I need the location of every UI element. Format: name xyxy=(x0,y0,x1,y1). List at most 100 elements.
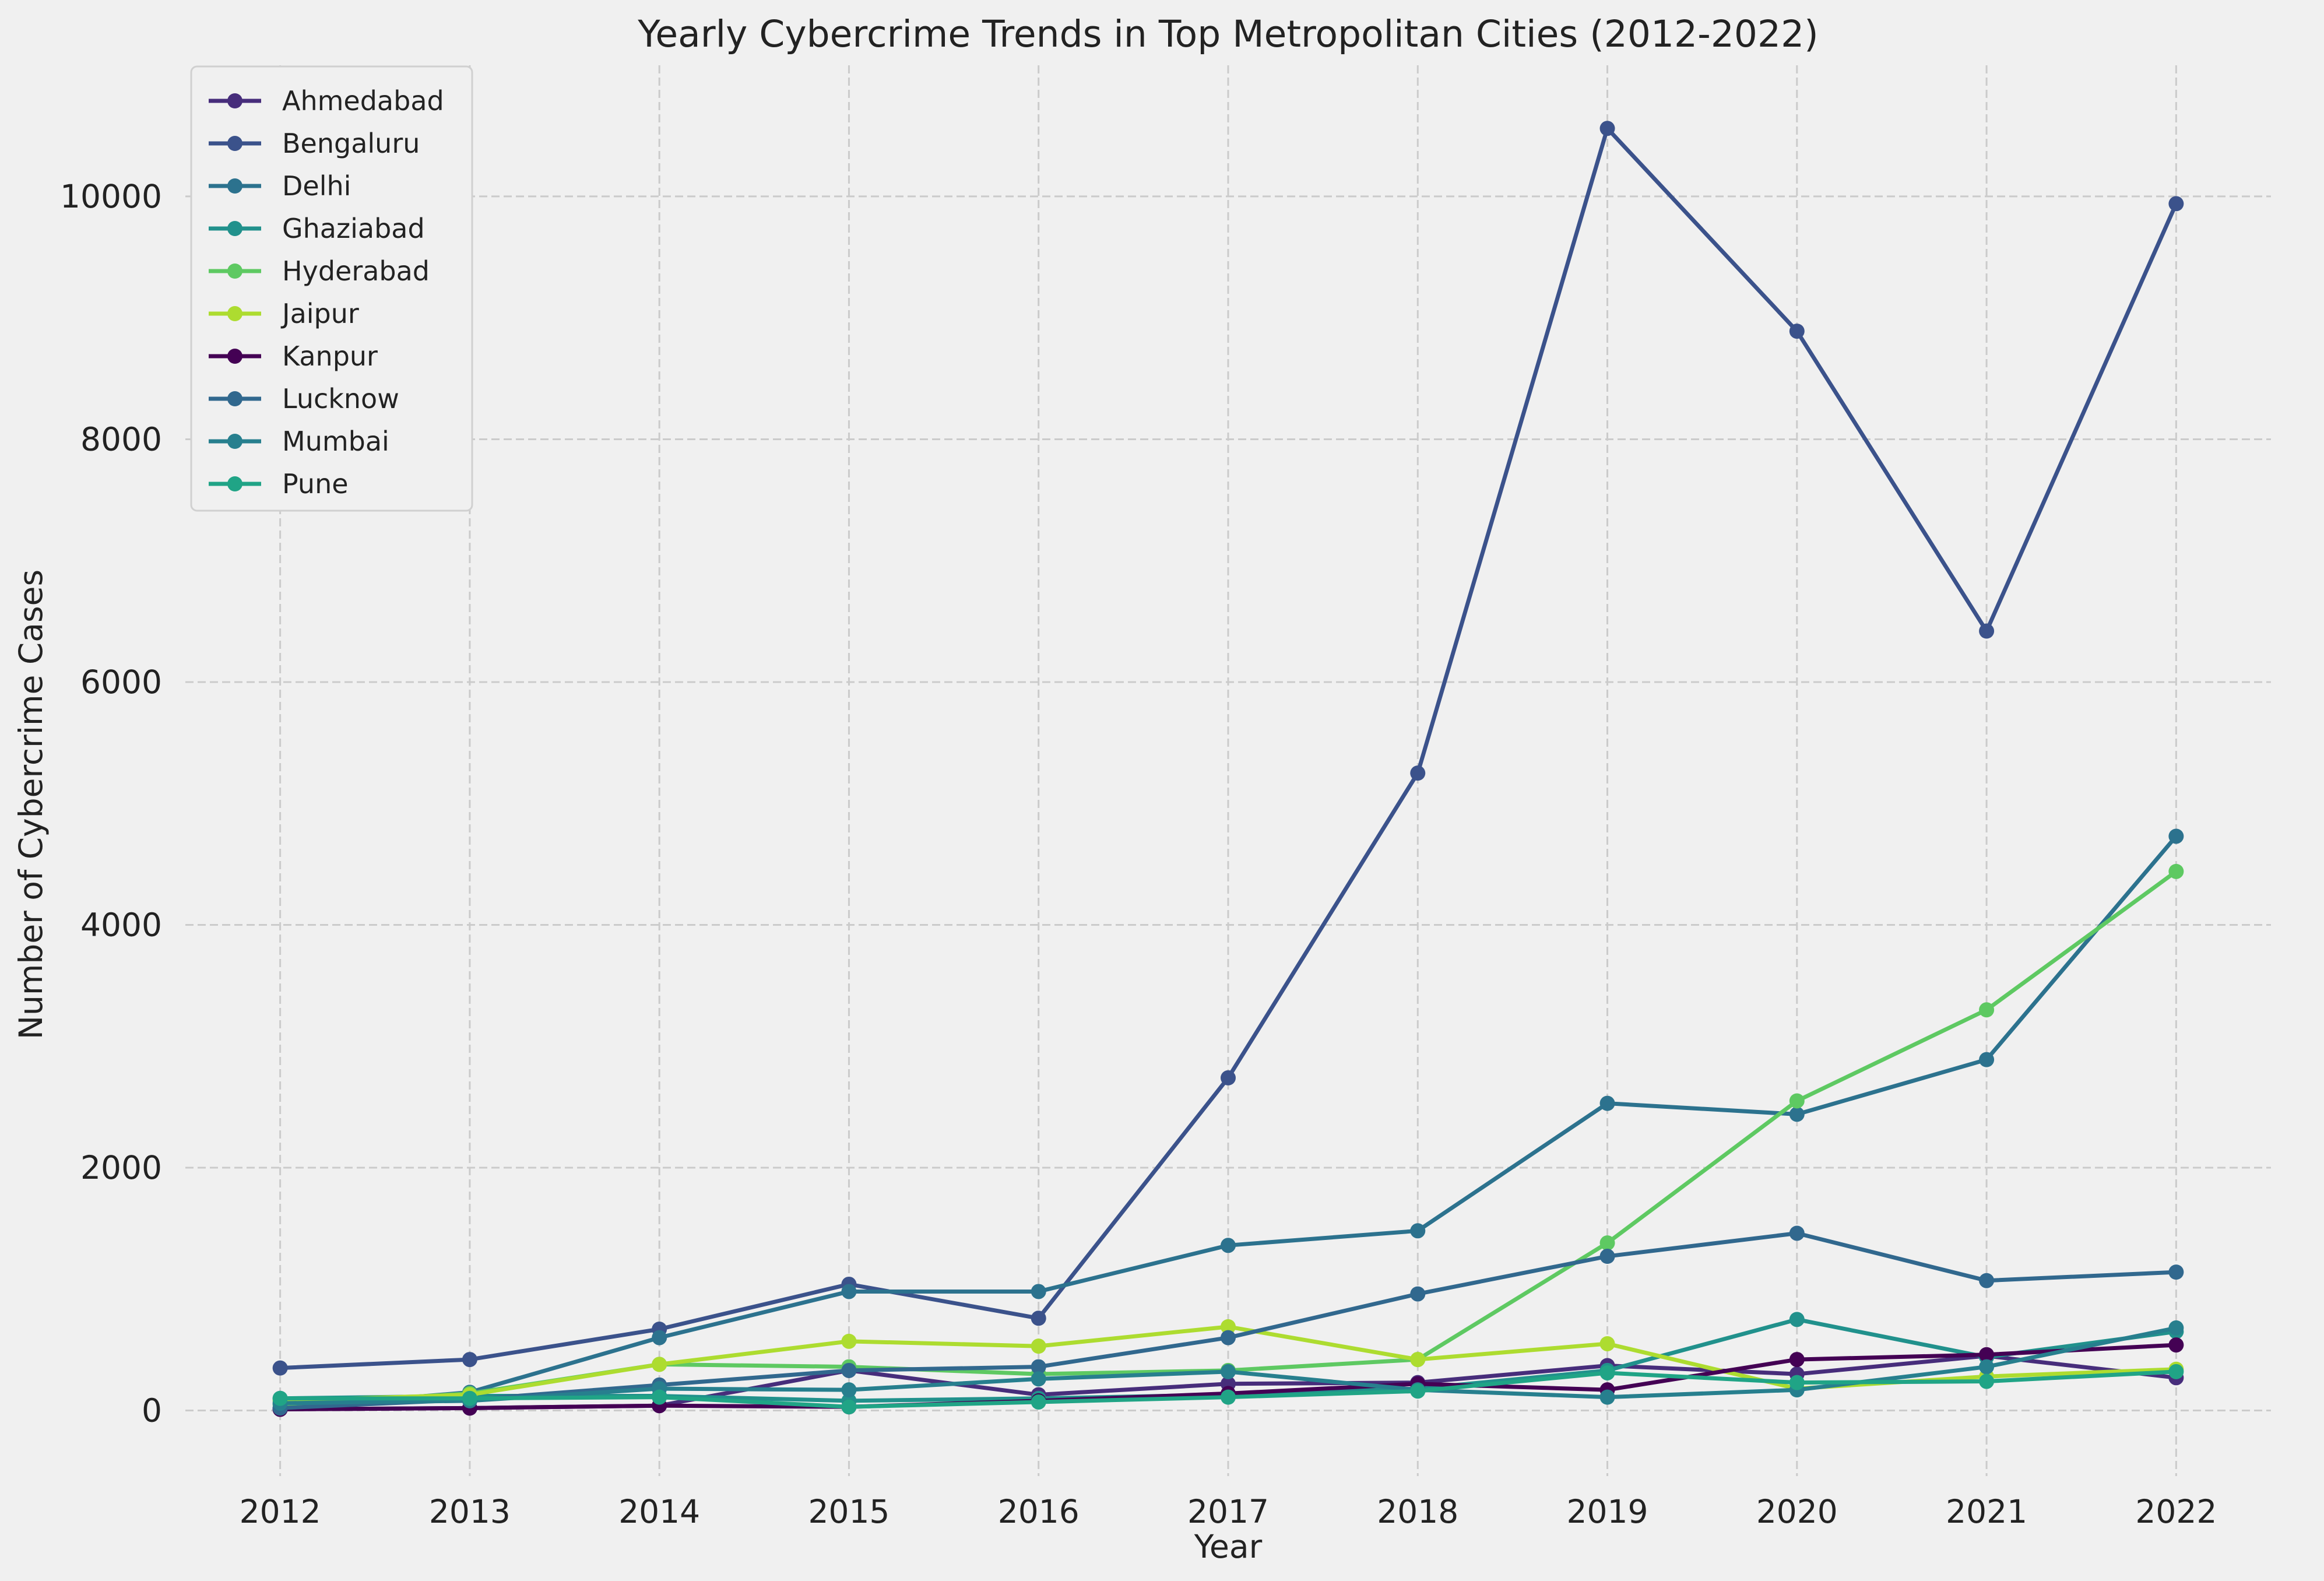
data-point-delhi xyxy=(1031,1284,1046,1299)
x-tick-label: 2022 xyxy=(2135,1493,2217,1530)
data-point-bengaluru xyxy=(2168,196,2184,212)
data-point-bengaluru xyxy=(1789,324,1805,339)
y-tick-labels: 0 2000 4000 6000 8000 10000 xyxy=(60,178,162,1429)
data-point-lucknow xyxy=(1410,1286,1426,1302)
data-point-pune xyxy=(462,1390,477,1406)
data-point-jaipur xyxy=(652,1357,667,1372)
legend-label: Delhi xyxy=(282,170,351,202)
data-point-kanpur xyxy=(1789,1352,1805,1368)
legend-item-lucknow: Lucknow xyxy=(209,383,399,414)
data-point-pune xyxy=(652,1389,667,1405)
y-axis-label: Number of Cybercrime Cases xyxy=(12,570,50,1039)
series-lines xyxy=(272,121,2184,1417)
x-tick-label: 2020 xyxy=(1756,1493,1838,1530)
data-point-delhi xyxy=(652,1330,667,1345)
data-point-ghaziabad xyxy=(1789,1312,1805,1327)
legend-swatch-marker xyxy=(227,178,242,194)
data-point-pune xyxy=(272,1390,288,1406)
data-point-mumbai xyxy=(2168,1320,2184,1336)
x-tick-label: 2014 xyxy=(618,1493,700,1530)
legend-item-delhi: Delhi xyxy=(209,170,351,202)
grid xyxy=(185,65,2271,1476)
x-tick-label: 2021 xyxy=(1946,1493,2027,1530)
legend-label: Jaipur xyxy=(280,298,359,329)
legend-label: Lucknow xyxy=(282,383,399,414)
series-bengaluru xyxy=(272,121,2184,1376)
data-point-hyderabad xyxy=(1979,1002,1995,1018)
x-axis-label: Year xyxy=(1194,1528,1263,1565)
data-point-hyderabad xyxy=(1789,1093,1805,1109)
y-tick-label: 2000 xyxy=(80,1149,162,1186)
data-point-bengaluru xyxy=(462,1352,477,1368)
data-point-bengaluru xyxy=(1410,765,1426,781)
data-point-mumbai xyxy=(841,1382,857,1398)
x-tick-label: 2017 xyxy=(1187,1493,1269,1530)
legend-item-kanpur: Kanpur xyxy=(209,340,378,372)
legend-item-pune: Pune xyxy=(209,468,349,500)
x-tick-label: 2019 xyxy=(1567,1493,1648,1530)
data-point-jaipur xyxy=(1599,1336,1615,1351)
x-tick-label: 2012 xyxy=(240,1493,321,1530)
data-point-hyderabad xyxy=(1599,1235,1615,1251)
data-point-bengaluru xyxy=(272,1360,288,1376)
legend-item-ghaziabad: Ghaziabad xyxy=(209,213,425,244)
legend-item-mumbai: Mumbai xyxy=(209,426,389,457)
legend-label: Ghaziabad xyxy=(282,213,425,244)
y-tick-label: 4000 xyxy=(80,906,162,943)
data-point-pune xyxy=(1789,1375,1805,1390)
data-point-delhi xyxy=(2168,828,2184,844)
x-tick-label: 2018 xyxy=(1377,1493,1458,1530)
y-tick-label: 0 xyxy=(142,1392,162,1429)
data-point-lucknow xyxy=(1789,1225,1805,1241)
x-tick-label: 2013 xyxy=(429,1493,511,1530)
data-point-mumbai xyxy=(1599,1389,1615,1405)
legend-label: Hyderabad xyxy=(282,255,430,287)
data-point-hyderabad xyxy=(2168,863,2184,879)
data-point-bengaluru xyxy=(1221,1070,1236,1085)
data-point-lucknow xyxy=(1031,1359,1046,1375)
data-point-delhi xyxy=(1599,1095,1615,1111)
legend-swatch-marker xyxy=(227,93,242,108)
data-point-pune xyxy=(1979,1373,1995,1389)
data-point-pune xyxy=(1599,1365,1615,1380)
legend-item-ahmedabad: Ahmedabad xyxy=(209,85,444,117)
legend-swatch-marker xyxy=(227,264,242,279)
data-point-delhi xyxy=(1410,1223,1426,1239)
data-point-delhi xyxy=(841,1284,857,1299)
data-point-lucknow xyxy=(2168,1264,2184,1280)
data-point-delhi xyxy=(1789,1106,1805,1122)
data-point-delhi xyxy=(1979,1052,1995,1067)
data-point-jaipur xyxy=(1221,1319,1236,1334)
y-tick-label: 6000 xyxy=(80,663,162,701)
data-point-lucknow xyxy=(841,1362,857,1378)
legend-box xyxy=(190,65,473,512)
data-point-kanpur xyxy=(1979,1347,1995,1362)
legend-swatch-marker xyxy=(227,306,242,321)
legend-label: Pune xyxy=(282,468,349,500)
legend-label: Bengaluru xyxy=(282,128,420,159)
data-point-lucknow xyxy=(1599,1249,1615,1264)
data-point-kanpur xyxy=(2168,1337,2184,1353)
legend-item-hyderabad: Hyderabad xyxy=(209,255,430,287)
legend-label: Kanpur xyxy=(282,340,378,372)
data-point-jaipur xyxy=(1031,1338,1046,1354)
data-point-pune xyxy=(1221,1389,1236,1405)
data-point-lucknow xyxy=(1221,1330,1236,1345)
data-point-mumbai xyxy=(1979,1359,1995,1375)
data-point-pune xyxy=(841,1399,857,1415)
legend-label: Mumbai xyxy=(282,426,389,457)
data-point-pune xyxy=(1031,1394,1046,1410)
data-point-jaipur xyxy=(1410,1352,1426,1368)
legend-item-jaipur: Jaipur xyxy=(209,298,359,329)
legend-item-bengaluru: Bengaluru xyxy=(209,128,420,159)
y-tick-label: 10000 xyxy=(60,178,162,215)
y-tick-label: 8000 xyxy=(80,420,162,458)
series-pune xyxy=(272,1364,2184,1415)
legend-swatch-marker xyxy=(227,434,242,449)
legend-swatch-marker xyxy=(227,136,242,151)
data-point-lucknow xyxy=(1979,1273,1995,1288)
legend-label: Ahmedabad xyxy=(282,85,444,117)
data-point-mumbai xyxy=(1031,1371,1046,1387)
legend: Ahmedabad Bengaluru Delhi Ghaziabad Hyderaba… xyxy=(190,65,473,512)
